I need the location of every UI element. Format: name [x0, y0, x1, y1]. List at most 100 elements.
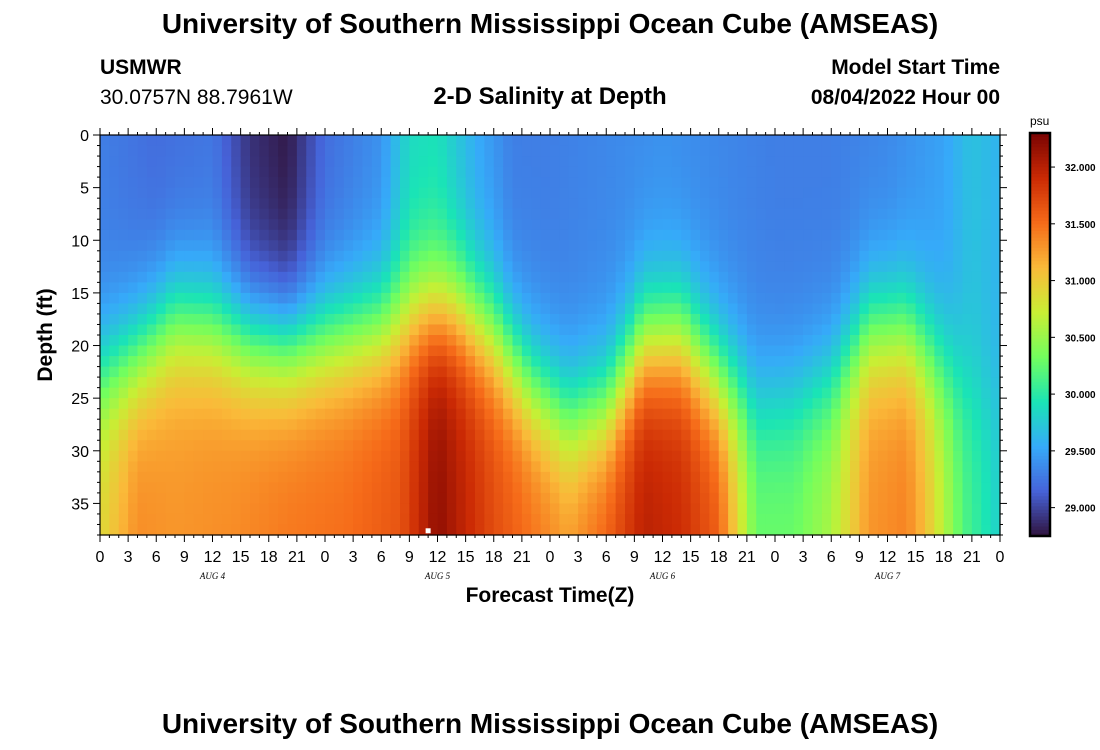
heatmap-cell [831, 482, 842, 494]
heatmap-cell [343, 240, 354, 252]
heatmap-cell [353, 313, 364, 326]
heatmap-cell [503, 503, 514, 515]
heatmap-cell [287, 419, 298, 431]
heatmap-cell [690, 177, 701, 189]
heatmap-cell [587, 177, 598, 189]
heatmap-cell [540, 408, 551, 420]
heatmap-cell [409, 440, 420, 452]
heatmap-cell [671, 219, 682, 231]
heatmap-cell [100, 156, 110, 168]
heatmap-cell [362, 145, 373, 157]
heatmap-cell [653, 335, 664, 347]
heatmap-cell [559, 282, 570, 294]
heatmap-cell [128, 503, 139, 515]
heatmap-cell [662, 513, 673, 526]
heatmap-cell [175, 524, 185, 536]
heatmap-cell [268, 156, 279, 168]
heatmap-cell [156, 292, 167, 305]
heatmap-cell [212, 324, 223, 336]
heatmap-cell [306, 282, 317, 294]
colorbar-segment [1030, 522, 1050, 527]
heatmap-cell [981, 271, 992, 283]
heatmap-cell [278, 503, 289, 515]
heatmap-cell [231, 377, 242, 389]
heatmap-cell [175, 219, 185, 231]
heatmap-cell [615, 261, 626, 273]
heatmap-cell [203, 324, 214, 336]
heatmap-cell [615, 408, 626, 420]
heatmap-cell [531, 261, 542, 273]
heatmap-cell [118, 261, 129, 273]
heatmap-cell [709, 229, 720, 241]
heatmap-cell [118, 524, 129, 536]
heatmap-cell [718, 419, 729, 431]
heatmap-cell [765, 429, 776, 441]
heatmap-cell [850, 303, 860, 315]
heatmap-cell [812, 208, 823, 220]
heatmap-cell [718, 166, 729, 178]
heatmap-cell [690, 492, 701, 505]
heatmap-cell [559, 166, 570, 178]
heatmap-cell [540, 492, 551, 505]
heatmap-cell [343, 450, 354, 462]
heatmap-cell [437, 419, 448, 431]
heatmap-cell [906, 408, 917, 420]
heatmap-cell [493, 492, 504, 505]
heatmap-cell [709, 282, 720, 294]
heatmap-cell [475, 366, 485, 378]
heatmap-cell [343, 471, 354, 483]
heatmap-cell [850, 461, 860, 473]
heatmap-cell [109, 419, 120, 431]
heatmap-cell [681, 408, 692, 420]
heatmap-cell [662, 156, 673, 168]
heatmap-cell [521, 145, 532, 157]
heatmap-cell [765, 135, 776, 147]
heatmap-cell [381, 356, 392, 368]
heatmap-cell [671, 335, 682, 347]
heatmap-cell [953, 156, 964, 168]
heatmap-cell [362, 471, 373, 483]
heatmap-cell [850, 482, 860, 494]
heatmap-cell [821, 471, 832, 483]
heatmap-cell [268, 335, 279, 347]
heatmap-cell [287, 524, 298, 536]
heatmap-cell [643, 461, 654, 473]
heatmap-cell [578, 156, 589, 168]
heatmap-cell [878, 398, 889, 410]
heatmap-cell [109, 208, 120, 220]
heatmap-cell [381, 261, 392, 273]
heatmap-cell [278, 513, 289, 526]
heatmap-cell [343, 135, 354, 147]
heatmap-cell [915, 461, 926, 473]
heatmap-cell [484, 335, 495, 347]
heatmap-cell [203, 145, 214, 157]
heatmap-cell [550, 198, 560, 210]
heatmap-cell [793, 219, 804, 231]
heatmap-cell [231, 187, 242, 199]
heatmap-cell [287, 198, 298, 210]
heatmap-cell [325, 408, 335, 420]
heatmap-cell [437, 450, 448, 462]
heatmap-cell [371, 513, 382, 526]
heatmap-cell [400, 524, 410, 536]
heatmap-cell [493, 271, 504, 283]
heatmap-cell [896, 461, 907, 473]
heatmap-cell [456, 208, 467, 220]
heatmap-cell [803, 166, 814, 178]
heatmap-cell [812, 187, 823, 199]
heatmap-cell [325, 135, 335, 147]
heatmap-cell [390, 282, 401, 294]
heatmap-cell [325, 271, 335, 283]
heatmap-cell [718, 387, 729, 399]
heatmap-cell [212, 177, 223, 189]
heatmap-cell [503, 324, 514, 336]
heatmap-cell [446, 503, 457, 515]
heatmap-cell [596, 345, 607, 357]
colorbar-tick-label: 29.500 [1065, 447, 1096, 458]
heatmap-cell [128, 471, 139, 483]
heatmap-cell [268, 440, 279, 452]
heatmap-cell [962, 261, 973, 273]
heatmap-cell [437, 303, 448, 315]
heatmap-cell [240, 261, 251, 273]
heatmap-cell [709, 261, 720, 273]
